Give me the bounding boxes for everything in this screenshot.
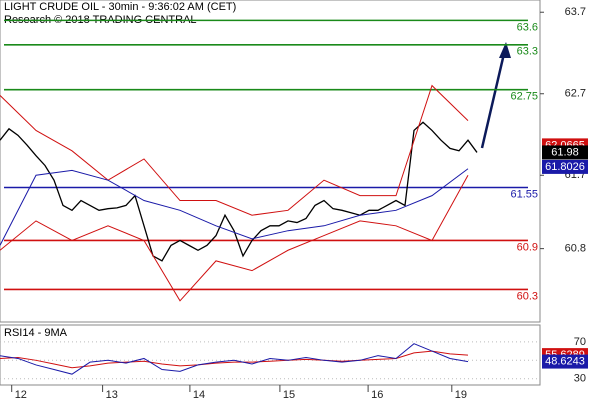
value-box-label: 61.8026 xyxy=(545,161,585,173)
arrow-head xyxy=(499,42,511,58)
x-tick-label: 12 xyxy=(15,389,27,400)
x-tick-label: 19 xyxy=(455,389,467,400)
series-line xyxy=(0,350,469,369)
level-label: 63.3 xyxy=(517,46,538,58)
y-tick-label: 30 xyxy=(574,373,586,385)
value-box-label: 61.98 xyxy=(551,146,579,158)
level-label: 61.55 xyxy=(510,188,538,200)
x-tick-label: 13 xyxy=(106,389,118,400)
y-tick-label: 63.7 xyxy=(565,6,586,18)
value-box xyxy=(542,354,588,369)
y-tick-label: 70 xyxy=(574,336,586,348)
series-line xyxy=(0,84,469,216)
value-box xyxy=(542,145,588,160)
y-tick-label: 60.8 xyxy=(565,243,586,255)
x-tick-label: 16 xyxy=(371,389,383,400)
trend-arrow xyxy=(480,44,508,149)
x-tick-label: 14 xyxy=(193,389,205,400)
series-line xyxy=(0,343,469,375)
series-line xyxy=(0,175,469,302)
price-panel xyxy=(0,0,541,323)
level-label: 60.3 xyxy=(517,290,538,302)
y-tick-label: 62.7 xyxy=(565,88,586,100)
series-line xyxy=(0,121,478,262)
chart-title: LIGHT CRUDE OIL - 30min - 9:36:02 AM (CE… xyxy=(4,1,236,13)
rsi-title: RSI14 - 9MA xyxy=(4,327,68,339)
x-tick-label: 15 xyxy=(283,389,295,400)
value-box-label: 48.6243 xyxy=(545,355,585,367)
rsi-panel xyxy=(0,324,541,386)
level-label: 63.6 xyxy=(517,21,538,33)
series-line xyxy=(0,168,469,246)
level-label: 60.9 xyxy=(517,241,538,253)
value-box xyxy=(542,159,588,174)
level-label: 62.75 xyxy=(510,91,538,103)
